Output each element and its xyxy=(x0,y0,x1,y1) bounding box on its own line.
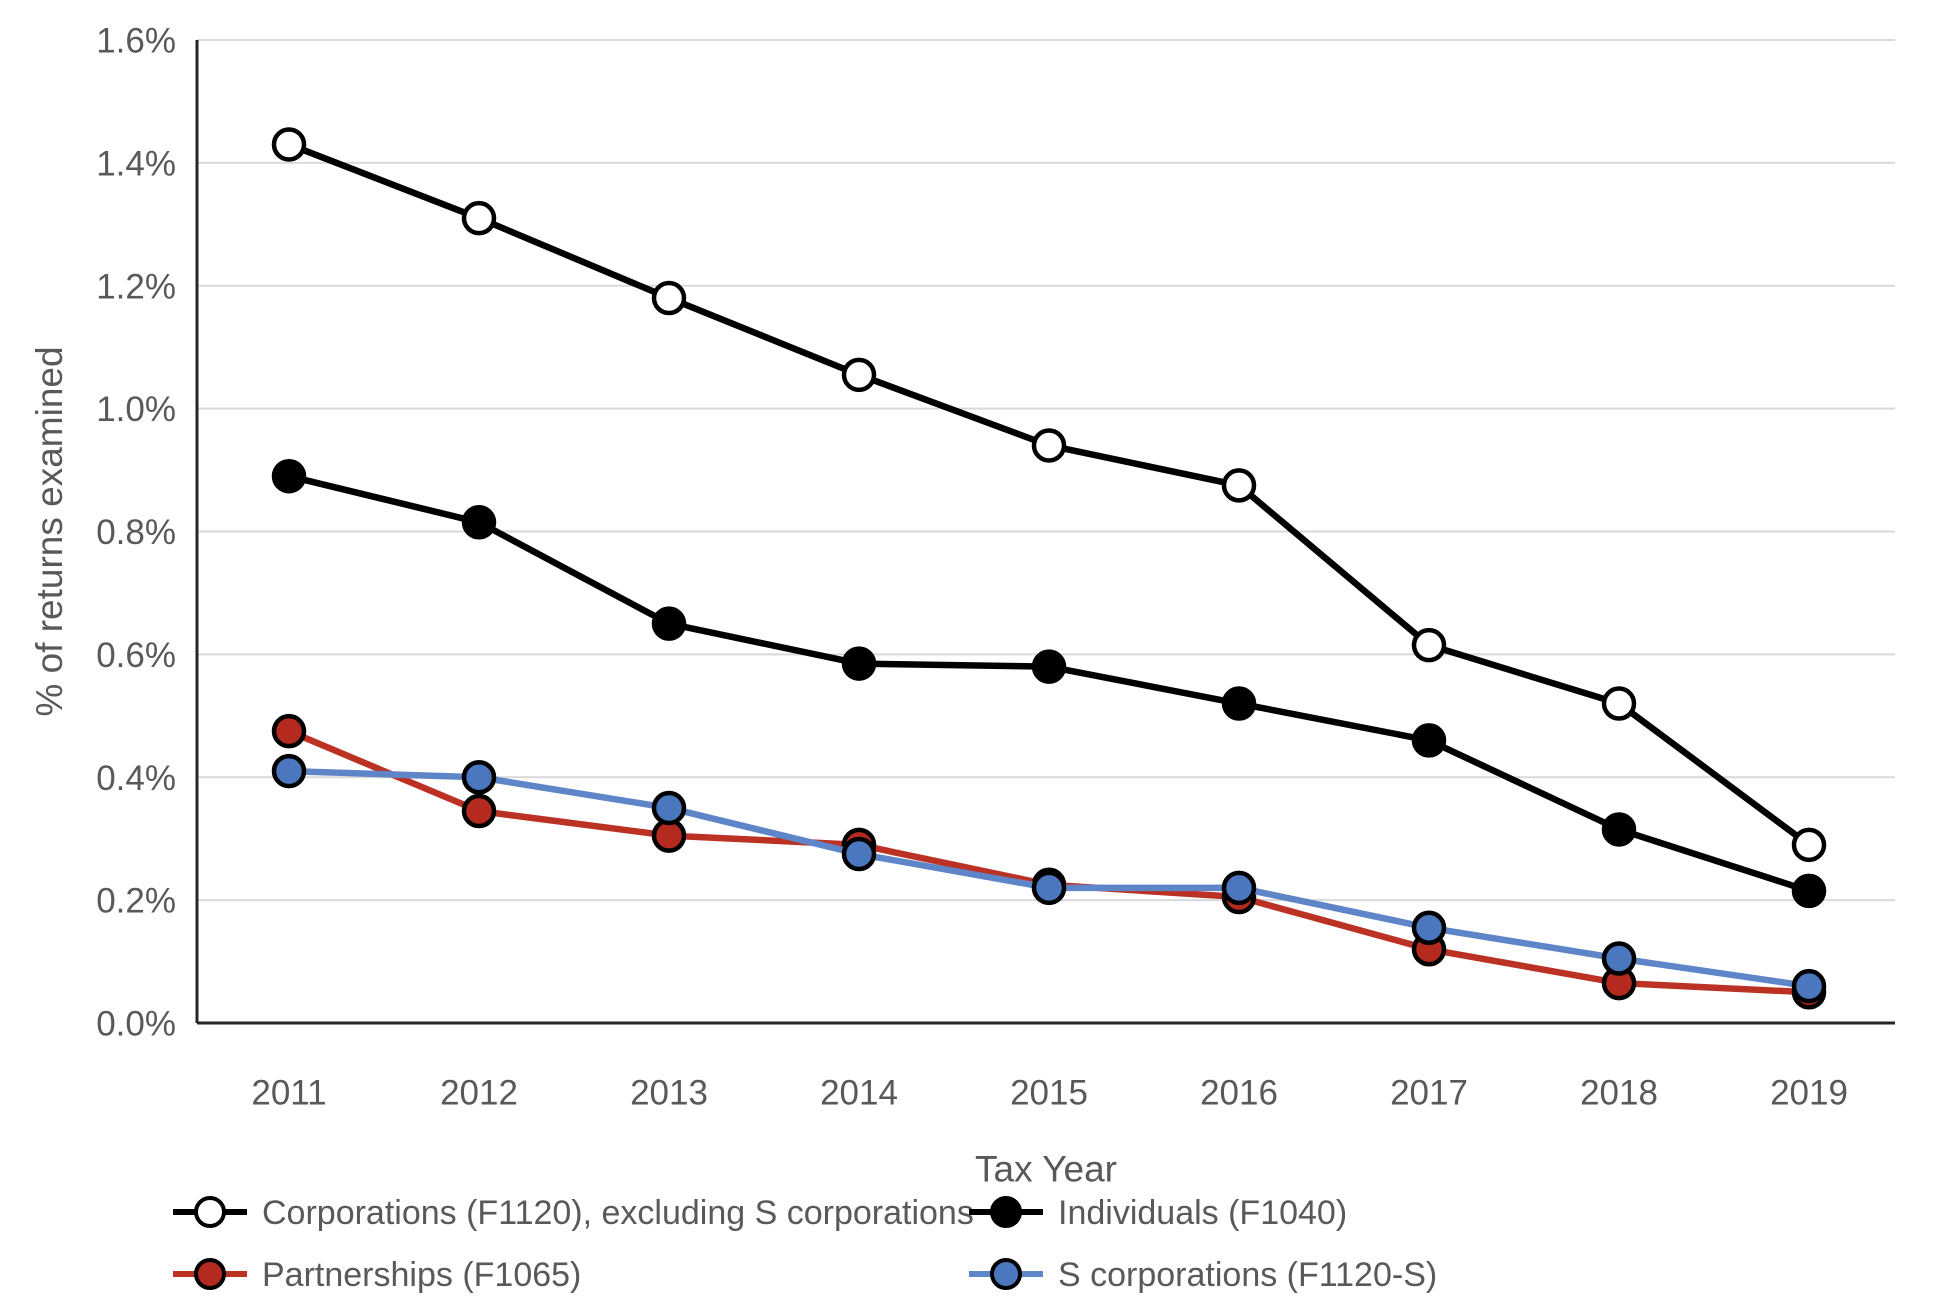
legend-label-individuals: Individuals (F1040) xyxy=(1058,1194,1347,1232)
data-point-corporations-2019 xyxy=(1791,827,1827,863)
y-tick-label: 0.8% xyxy=(96,513,176,552)
legend-marker-partnerships xyxy=(194,1258,226,1290)
data-point-individuals-2015 xyxy=(1031,649,1067,684)
data-point-corporations-2013 xyxy=(651,280,687,316)
data-point-corporations-2016 xyxy=(1221,468,1257,503)
x-tick-label: 2014 xyxy=(820,1074,898,1113)
x-tick-label: 2013 xyxy=(630,1074,708,1113)
legend-marker-individuals xyxy=(990,1196,1022,1228)
x-tick-label: 2019 xyxy=(1770,1074,1848,1113)
data-point-s_corporations-2011 xyxy=(271,753,307,789)
data-point-s_corporations-2012 xyxy=(461,760,497,795)
data-point-corporations-2011 xyxy=(271,127,307,162)
y-tick-label: 0.2% xyxy=(96,882,176,921)
y-tick-label: 0.4% xyxy=(96,759,176,798)
x-tick-label: 2011 xyxy=(251,1074,326,1113)
data-point-s_corporations-2016 xyxy=(1221,870,1257,906)
y-axis-title: % of returns examined xyxy=(29,346,70,716)
legend-label-corporations: Corporations (F1120), excluding S corpor… xyxy=(262,1194,974,1232)
data-point-corporations-2014 xyxy=(841,357,877,393)
data-point-s_corporations-2013 xyxy=(651,790,687,826)
data-point-individuals-2014 xyxy=(841,646,877,681)
x-tick-label: 2017 xyxy=(1390,1074,1468,1113)
data-point-corporations-2015 xyxy=(1031,428,1067,463)
legend-label-s_corporations: S corporations (F1120-S) xyxy=(1058,1256,1437,1294)
y-tick-label: 0.0% xyxy=(96,1005,176,1044)
data-point-s_corporations-2015 xyxy=(1031,870,1067,906)
y-tick-label: 0.6% xyxy=(96,636,176,675)
x-tick-label: 2016 xyxy=(1200,1074,1278,1113)
data-point-individuals-2019 xyxy=(1791,873,1827,909)
series-line-corporations xyxy=(285,141,1813,849)
x-tick-label: 2012 xyxy=(440,1074,518,1113)
data-point-individuals-2011 xyxy=(271,458,307,494)
data-point-corporations-2018 xyxy=(1601,686,1637,721)
data-point-corporations-2012 xyxy=(461,200,497,236)
x-tick-label: 2018 xyxy=(1580,1074,1658,1113)
data-point-individuals-2018 xyxy=(1601,812,1637,847)
legend-marker-corporations xyxy=(194,1196,226,1228)
legend-marker-s_corporations xyxy=(990,1258,1022,1290)
data-point-partnerships-2011 xyxy=(271,713,307,749)
y-tick-label: 1.6% xyxy=(96,22,176,61)
y-tick-label: 1.2% xyxy=(96,267,176,306)
data-point-s_corporations-2017 xyxy=(1411,910,1447,946)
data-point-individuals-2017 xyxy=(1411,723,1447,758)
data-point-individuals-2013 xyxy=(651,606,687,641)
data-point-s_corporations-2018 xyxy=(1601,941,1637,976)
data-point-corporations-2017 xyxy=(1411,627,1447,663)
legend-label-partnerships: Partnerships (F1065) xyxy=(262,1256,581,1294)
x-axis-title: Tax Year xyxy=(975,1148,1117,1189)
data-point-individuals-2016 xyxy=(1221,686,1257,721)
y-tick-label: 1.0% xyxy=(96,390,176,429)
x-tick-label: 2015 xyxy=(1010,1074,1088,1113)
data-point-partnerships-2012 xyxy=(461,793,497,829)
data-point-s_corporations-2014 xyxy=(841,836,877,872)
data-point-s_corporations-2019 xyxy=(1791,968,1827,1004)
y-tick-label: 1.4% xyxy=(96,144,176,183)
data-point-individuals-2012 xyxy=(461,505,497,540)
